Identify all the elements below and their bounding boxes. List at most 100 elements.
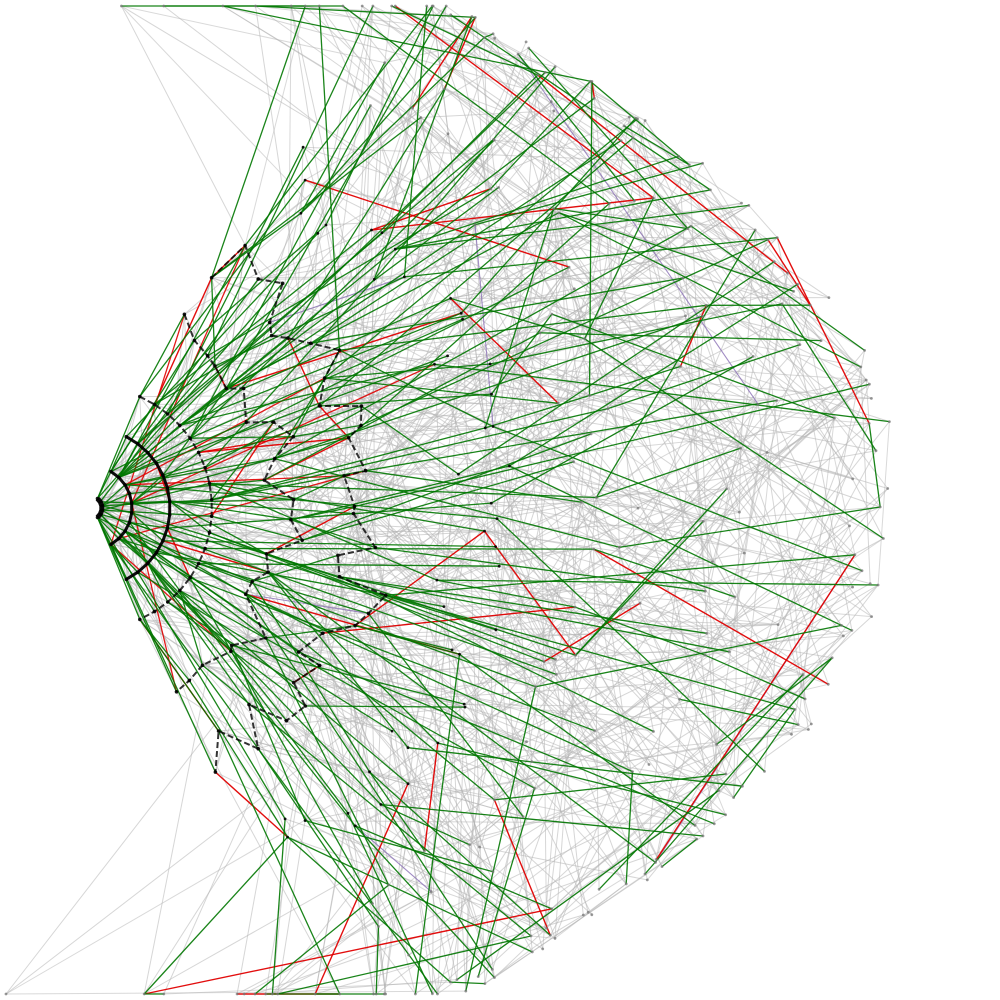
gray-edge (121, 5, 385, 64)
gray-edge (484, 530, 853, 588)
graph-node (188, 576, 192, 580)
graph-node (775, 399, 779, 402)
graph-node (483, 426, 487, 430)
green-edge (118, 421, 247, 478)
green-edge (623, 125, 690, 166)
green-edge (494, 773, 726, 801)
green-edge (367, 613, 524, 818)
graph-node (840, 624, 843, 627)
graph-node (129, 511, 134, 515)
graph-node (573, 605, 577, 609)
graph-node (196, 450, 201, 455)
graph-node (533, 786, 536, 790)
green-edge (492, 425, 863, 572)
green-edge (193, 224, 327, 341)
gray-edge (5, 266, 570, 995)
graph-node (213, 364, 217, 368)
gray-edge (464, 703, 795, 710)
graph-node (693, 824, 697, 827)
gray-edge (372, 595, 387, 904)
gray-edge (169, 514, 485, 532)
green-edge (101, 493, 130, 507)
gray-edge (584, 338, 736, 598)
green-edge (179, 312, 462, 427)
graph-node (117, 536, 121, 541)
gray-edge (354, 379, 867, 627)
graph-node (178, 588, 182, 593)
gray-edge (383, 474, 459, 995)
graph-node (242, 992, 246, 996)
graph-node (628, 115, 631, 119)
graph-node (552, 207, 556, 210)
graph-node (390, 4, 394, 8)
green-edge (167, 502, 492, 529)
gray-edge (653, 197, 788, 274)
graph-node (549, 100, 553, 104)
graph-node (712, 822, 716, 826)
red-edge (198, 437, 349, 454)
red-edge (776, 237, 870, 424)
green-edge (169, 500, 291, 521)
green-edge (368, 771, 425, 852)
graph-node (117, 475, 121, 480)
gray-edge (176, 691, 341, 995)
graph-node (790, 732, 793, 736)
graph-node (431, 992, 434, 996)
green-edge (574, 606, 706, 656)
gray-edge (284, 818, 416, 995)
gray-edge (593, 97, 889, 489)
green-edge (167, 487, 498, 520)
graph-node (801, 673, 805, 676)
graph-node (590, 913, 594, 917)
graph-node (775, 236, 779, 240)
green-edge (596, 447, 741, 499)
green-edge (207, 188, 491, 357)
red-edge (214, 771, 289, 838)
gray-edge (678, 156, 706, 592)
gray-edge (554, 655, 577, 939)
graph-node (709, 188, 712, 192)
graph-node (470, 15, 474, 18)
gray-edge (265, 979, 458, 995)
graph-node (701, 834, 705, 838)
gray-edge (408, 844, 629, 956)
graph-node (776, 623, 780, 626)
graph-node (384, 593, 388, 598)
green-edge (125, 484, 168, 489)
green-edge (211, 116, 422, 279)
graph-node (243, 243, 247, 248)
green-edge (139, 313, 185, 397)
gray-edge (550, 911, 589, 936)
graph-node (473, 223, 477, 227)
gray-edge (594, 570, 863, 732)
green-edge (342, 5, 610, 204)
graph-node (863, 349, 866, 352)
green-edge (380, 803, 470, 846)
graph-node (359, 404, 364, 408)
graph-node (187, 678, 192, 683)
green-edge (209, 482, 485, 532)
gray-edge (437, 654, 460, 995)
gray-edge (342, 5, 575, 290)
gray-edge (498, 187, 730, 653)
green-edge (324, 118, 638, 379)
graph-node (556, 401, 560, 405)
graph-node (792, 290, 796, 293)
graph-node (626, 843, 630, 847)
graph-node (406, 746, 410, 750)
graph-node (393, 4, 397, 8)
green-edge (360, 239, 769, 426)
graph-node (622, 124, 626, 128)
graph-node (859, 365, 863, 369)
graph-node (548, 933, 552, 937)
graph-node (654, 861, 657, 864)
green-edge (395, 155, 679, 250)
graph-node (864, 378, 868, 382)
graph-node (608, 202, 611, 205)
gray-edge (593, 549, 600, 890)
green-edge (339, 304, 707, 351)
green-edge (781, 303, 877, 452)
gray-edge (384, 5, 393, 63)
gray-edge (460, 312, 765, 772)
depth-arc (110, 470, 134, 546)
